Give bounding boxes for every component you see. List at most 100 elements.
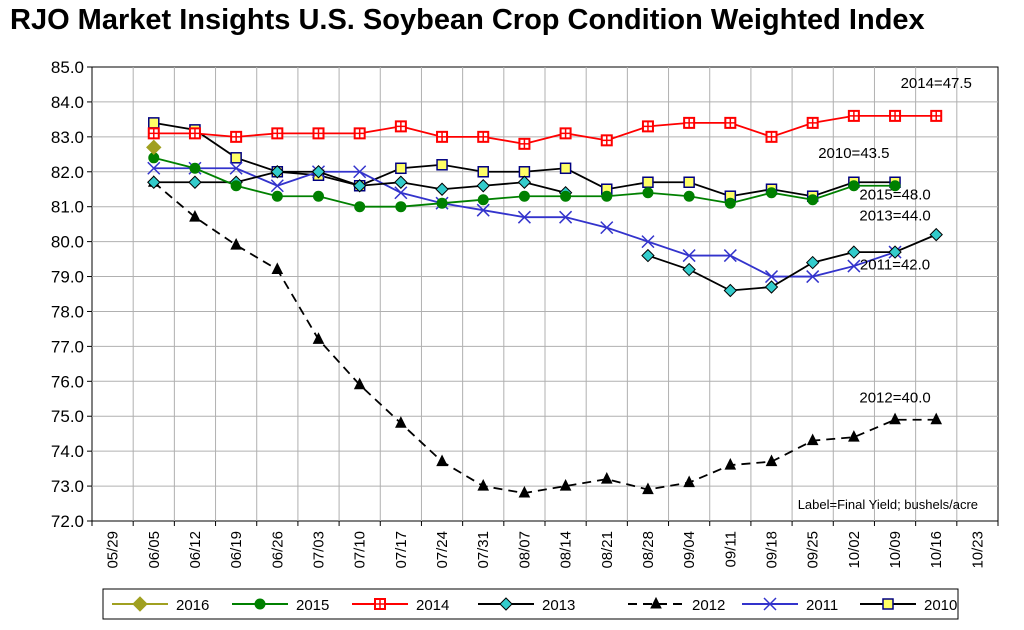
data-point-2013 <box>764 280 779 294</box>
data-point-2010 <box>436 159 448 171</box>
x-tick-label: 06/26 <box>269 531 286 569</box>
data-point-2010 <box>395 162 407 175</box>
x-tick-label: 09/04 <box>681 531 698 569</box>
x-tick-label: 07/31 <box>475 531 492 569</box>
chart-title: RJO Market Insights U.S. Soybean Crop Co… <box>10 4 925 36</box>
data-point-2013 <box>352 179 367 193</box>
x-tick-label: 06/05 <box>146 531 163 569</box>
data-point-2015 <box>436 197 448 209</box>
legend-label: 2011 <box>806 597 838 614</box>
y-tick-label: 75.0 <box>51 407 84 426</box>
series-line-2012 <box>153 181 937 494</box>
x-tick-label: 09/11 <box>722 531 739 567</box>
y-tick-label: 81.0 <box>51 198 84 217</box>
data-point-2012 <box>683 475 695 488</box>
data-point-2012 <box>600 471 613 484</box>
y-tick-label: 77.0 <box>51 337 84 356</box>
series-line-2013 <box>647 233 937 292</box>
legend-marker <box>882 598 894 610</box>
x-tick-label: 06/19 <box>228 531 245 569</box>
y-tick-label: 73.0 <box>51 477 84 496</box>
data-point-2011-stroke <box>682 249 696 263</box>
legend-marker <box>499 597 513 611</box>
data-point-2015 <box>230 180 242 192</box>
legend-marker-stroke <box>763 597 777 611</box>
data-point-2013 <box>188 175 202 189</box>
legend-marker <box>254 598 266 610</box>
data-point-2013 <box>723 283 738 298</box>
data-point-2011-stroke <box>847 259 861 273</box>
legend-label: 2016 <box>176 597 209 614</box>
x-tick-label: 10/09 <box>887 531 904 569</box>
x-tick-label: 07/24 <box>434 531 451 569</box>
data-point-2013 <box>147 175 161 189</box>
series-2016 <box>146 139 162 156</box>
data-point-2010 <box>148 117 160 129</box>
data-point-2012 <box>806 433 819 446</box>
annotation-label: 2011=42.0 <box>860 257 930 274</box>
data-point-2011-stroke <box>394 186 408 200</box>
legend-label: 2015 <box>296 597 329 614</box>
data-point-2015 <box>560 190 572 202</box>
data-point-2010 <box>559 162 572 175</box>
data-point-2015 <box>683 190 695 202</box>
annotation-label: 2014=47.5 <box>901 75 972 92</box>
x-tick-label: 07/03 <box>311 531 328 569</box>
data-point-2010 <box>683 176 695 188</box>
series-line-2014 <box>153 114 937 145</box>
data-point-2010 <box>230 152 242 164</box>
legend-label: 2014 <box>416 597 449 614</box>
data-point-2012 <box>312 332 325 344</box>
legend-item-2010: 2010 <box>860 597 957 614</box>
y-tick-label: 84.0 <box>51 93 84 112</box>
legend-marker <box>650 596 662 609</box>
series-2014 <box>147 109 943 150</box>
data-point-2013 <box>435 182 449 196</box>
x-tick-label: 08/14 <box>558 531 575 569</box>
x-tick-label: 09/18 <box>764 531 781 569</box>
x-tick-label: 10/23 <box>969 531 986 569</box>
y-tick-label: 79.0 <box>51 268 84 287</box>
y-tick-label: 80.0 <box>51 233 84 252</box>
legend-item-2015: 2015 <box>232 597 329 614</box>
legend-item-2011: 2011 <box>742 597 838 614</box>
data-point-2013 <box>641 248 655 263</box>
data-point-2011-stroke <box>723 249 737 263</box>
data-point-2015 <box>807 194 819 206</box>
x-tick-label: 06/12 <box>187 531 204 569</box>
x-tick-label: 10/02 <box>846 531 863 569</box>
legend-label: 2013 <box>542 597 575 614</box>
annotation-label: 2015=48.0 <box>859 187 930 204</box>
data-point-2011-stroke <box>353 165 367 179</box>
annotation-label: 2013=44.0 <box>859 208 930 225</box>
data-point-2015 <box>724 197 736 209</box>
x-tick-label: 08/07 <box>516 531 533 569</box>
data-point-2012 <box>724 458 737 470</box>
data-point-2011-stroke <box>764 270 779 284</box>
annotation-label: 2010=43.5 <box>818 145 889 162</box>
data-point-2012 <box>477 478 490 491</box>
data-point-2013 <box>476 179 490 193</box>
data-point-2015 <box>189 162 201 174</box>
data-point-2012 <box>765 454 778 467</box>
data-point-2012 <box>189 210 201 222</box>
data-point-2015 <box>395 201 407 213</box>
data-point-2012 <box>518 485 531 498</box>
legend: 2016 2015 2014 2013 2012 2011 2010 <box>102 588 959 620</box>
y-tick-label: 72.0 <box>51 512 84 531</box>
data-point-2012 <box>395 416 407 428</box>
data-point-2012 <box>353 377 366 390</box>
series-2015 <box>148 152 901 213</box>
data-point-2010 <box>642 176 654 188</box>
data-point-2011-stroke <box>559 210 573 224</box>
y-tick-label: 74.0 <box>51 442 84 461</box>
data-point-2012 <box>436 454 448 467</box>
data-point-2015 <box>271 190 283 202</box>
legend-label: 2012 <box>692 597 725 614</box>
legend-item-2012: 2012 <box>628 596 725 614</box>
legend-marker <box>132 596 148 612</box>
data-point-2011-stroke <box>229 161 243 175</box>
data-point-2013 <box>394 175 408 189</box>
data-point-2013 <box>805 255 820 270</box>
annotation-label: 2012=40.0 <box>859 389 930 406</box>
